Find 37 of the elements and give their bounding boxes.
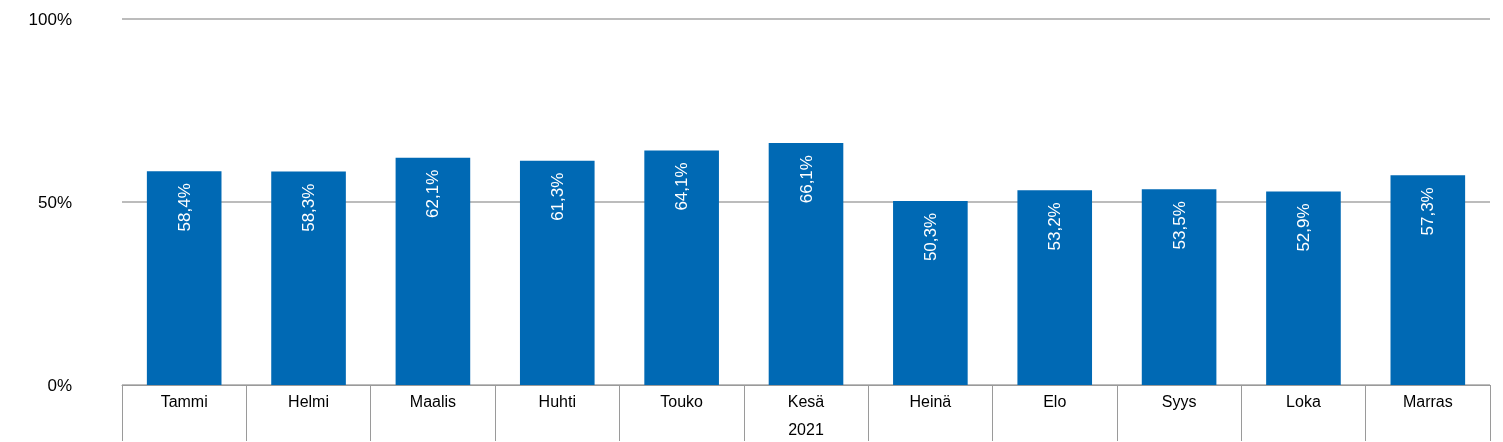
data-label: 62,1% bbox=[423, 169, 443, 218]
x-tick-label: Loka bbox=[1286, 392, 1321, 410]
data-label: 53,2% bbox=[1045, 202, 1065, 251]
x-tick-label: Touko bbox=[660, 392, 704, 410]
data-label: 50,3% bbox=[920, 212, 940, 262]
x-tick-label: Marras bbox=[1402, 392, 1453, 410]
data-label: 53,5% bbox=[1169, 201, 1189, 250]
data-label: 64,1% bbox=[672, 162, 692, 211]
x-axis-title: 2021 bbox=[788, 420, 824, 438]
data-label: 52,9% bbox=[1293, 203, 1313, 252]
data-label: 57,3% bbox=[1418, 187, 1438, 236]
x-tick-label: Heinä bbox=[909, 392, 952, 410]
bar bbox=[271, 171, 346, 385]
y-tick-label: 0% bbox=[47, 375, 72, 395]
bar bbox=[644, 150, 719, 385]
bar bbox=[1390, 175, 1466, 385]
bar bbox=[146, 171, 222, 385]
data-label: 61,3% bbox=[547, 172, 567, 221]
y-tick-label: 100% bbox=[28, 9, 72, 29]
bar bbox=[519, 160, 595, 385]
x-tick-label: Helmi bbox=[288, 392, 329, 410]
bar bbox=[893, 200, 968, 385]
data-label: 58,4% bbox=[174, 183, 194, 232]
bar bbox=[1141, 189, 1217, 385]
x-tick-label: Syys bbox=[1161, 392, 1197, 410]
x-tick-label: Maalis bbox=[409, 392, 457, 410]
bar bbox=[768, 143, 844, 385]
bar bbox=[1017, 190, 1093, 385]
x-tick-label: Tammi bbox=[160, 392, 208, 410]
x-tick-label: Elo bbox=[1043, 392, 1067, 410]
bar bbox=[395, 157, 471, 385]
data-label: 58,3% bbox=[299, 183, 319, 232]
x-tick-label: Huhti bbox=[538, 392, 576, 410]
bar bbox=[1266, 191, 1341, 385]
x-tick-label: Kesä bbox=[787, 392, 825, 410]
data-label: 66,1% bbox=[796, 155, 816, 204]
y-tick-label: 50% bbox=[37, 192, 72, 212]
